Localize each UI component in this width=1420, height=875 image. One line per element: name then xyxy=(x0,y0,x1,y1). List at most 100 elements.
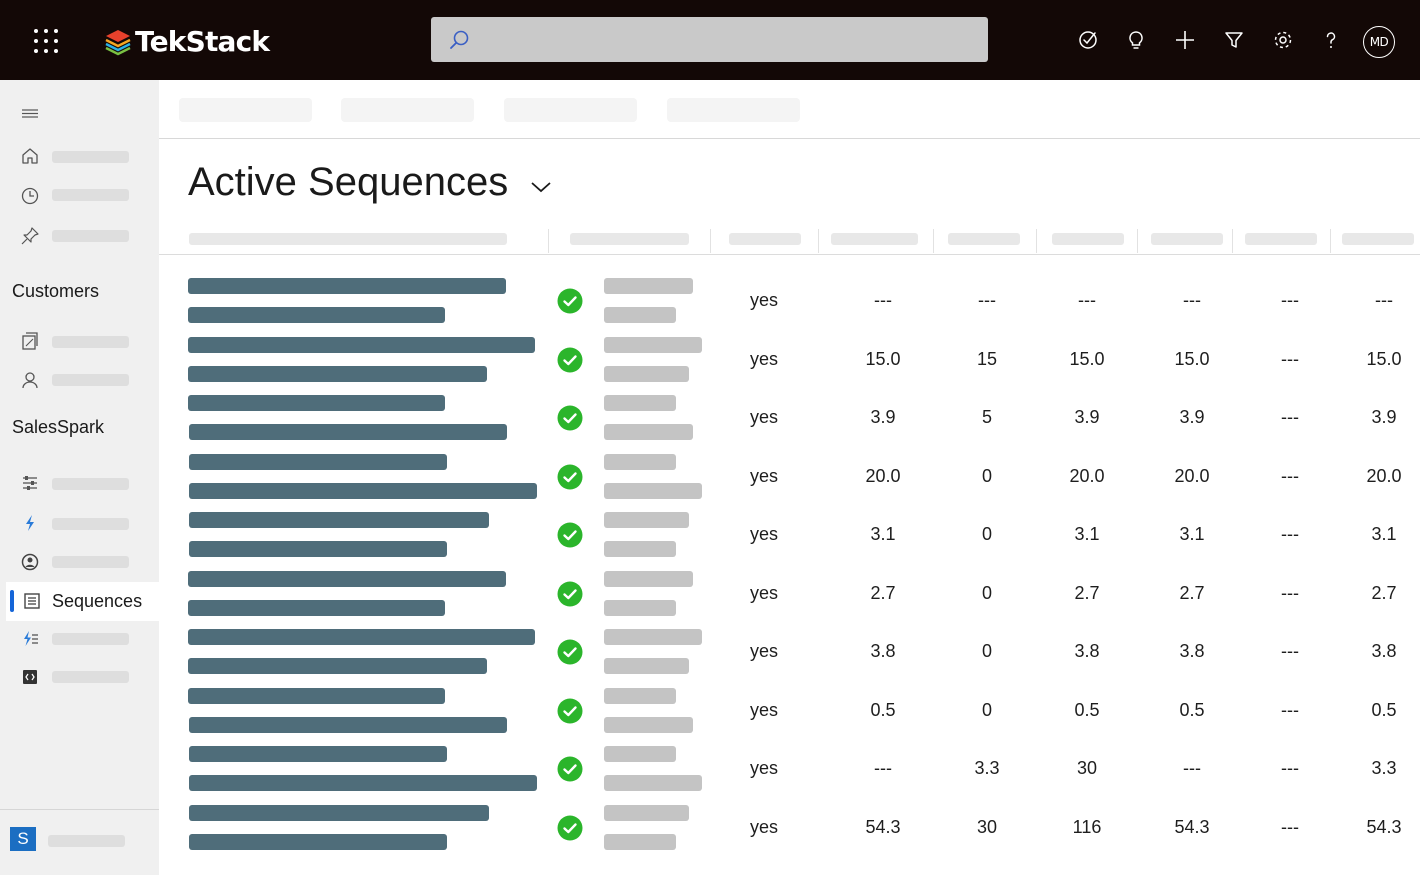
sequence-name-line[interactable] xyxy=(188,687,445,704)
cell-metric-5: --- xyxy=(1281,465,1299,486)
cell-metric-2: 3.3 xyxy=(974,758,1000,778)
cell-metric-3: --- xyxy=(1078,290,1096,310)
column-separator[interactable] xyxy=(1137,229,1138,253)
area-switcher-label[interactable] xyxy=(48,835,125,847)
area-switcher-badge[interactable]: S xyxy=(10,827,36,851)
column-header-metric-5[interactable] xyxy=(1245,233,1317,245)
cell-active: yes xyxy=(749,407,779,427)
command-button-1[interactable] xyxy=(179,98,312,122)
table-row[interactable]: yes 54.3 30 116 54.3 --- 54.3 xyxy=(159,798,1420,856)
status-text-line xyxy=(604,278,693,294)
waffle-icon[interactable] xyxy=(34,29,58,53)
sidebar-item-dashboard[interactable] xyxy=(52,478,129,490)
column-separator[interactable] xyxy=(548,229,549,253)
sequence-name-line[interactable] xyxy=(189,746,447,762)
sidebar-item-sequences[interactable]: Sequences xyxy=(6,582,159,621)
accounts-icon[interactable] xyxy=(20,331,40,351)
sequence-name-line[interactable] xyxy=(188,395,445,411)
command-bar xyxy=(159,80,1420,139)
command-button-3[interactable] xyxy=(504,98,637,122)
assistant-icon[interactable] xyxy=(1076,28,1100,52)
table-row[interactable]: yes 3.1 0 3.1 3.1 --- 3.1 xyxy=(159,505,1420,563)
filter-icon[interactable] xyxy=(1222,28,1246,52)
chevron-down-icon[interactable] xyxy=(530,180,552,194)
app-logo[interactable]: TekStack xyxy=(103,24,270,58)
column-header-metric-3[interactable] xyxy=(1052,233,1124,245)
cell-metric-4: 54.3 xyxy=(1174,816,1210,837)
table-row[interactable]: yes --- 3.3 30 --- --- 3.3 xyxy=(159,739,1420,797)
sequence-steps-icon[interactable] xyxy=(20,629,40,649)
column-header-name[interactable] xyxy=(189,233,507,245)
command-button-4[interactable] xyxy=(667,98,800,122)
column-separator[interactable] xyxy=(933,229,934,253)
cell-metric-2: 5 xyxy=(981,407,993,427)
sequence-name-line[interactable] xyxy=(189,453,447,470)
sidebar-item-profile[interactable] xyxy=(52,556,129,568)
column-header-metric-1[interactable] xyxy=(831,233,918,245)
sidebar-item-steps[interactable] xyxy=(52,633,129,645)
cell-active: yes xyxy=(749,348,779,369)
help-icon[interactable] xyxy=(1319,28,1343,52)
contacts-icon[interactable] xyxy=(20,370,40,390)
global-search[interactable] xyxy=(431,17,988,64)
cell-metric-4: 20.0 xyxy=(1174,465,1210,486)
sidebar-item-home[interactable] xyxy=(52,151,129,163)
sequence-name-line[interactable] xyxy=(188,629,535,645)
sidebar-item-spark[interactable] xyxy=(52,518,129,530)
sequence-owner-line xyxy=(188,658,487,674)
sequence-name-line[interactable] xyxy=(188,336,535,353)
sidebar-item-pinned[interactable] xyxy=(52,230,129,242)
recent-icon[interactable] xyxy=(20,186,40,206)
table-row[interactable]: yes 3.8 0 3.8 3.8 --- 3.8 xyxy=(159,622,1420,680)
table-row[interactable]: yes 2.7 0 2.7 2.7 --- 2.7 xyxy=(159,564,1420,622)
column-header-status[interactable] xyxy=(570,233,689,245)
sidebar-item-code[interactable] xyxy=(52,671,129,683)
status-check-icon xyxy=(557,464,583,489)
cell-metric-6: --- xyxy=(1375,290,1393,310)
sequence-name-line[interactable] xyxy=(188,570,506,587)
column-separator[interactable] xyxy=(710,229,711,253)
sequence-name-line[interactable] xyxy=(189,512,489,528)
lightbulb-icon[interactable] xyxy=(1124,28,1148,52)
sequence-name-line[interactable] xyxy=(188,278,506,294)
spark-icon[interactable] xyxy=(20,513,40,533)
sidebar-item-contacts[interactable] xyxy=(52,374,129,386)
column-header-metric-6[interactable] xyxy=(1342,233,1414,245)
table-row[interactable]: yes 20.0 0 20.0 20.0 --- 20.0 xyxy=(159,447,1420,505)
search-input[interactable] xyxy=(481,17,975,64)
user-circle-icon[interactable] xyxy=(20,552,40,572)
column-separator[interactable] xyxy=(1232,229,1233,253)
command-button-2[interactable] xyxy=(341,98,474,122)
plus-icon[interactable] xyxy=(1173,28,1197,52)
column-separator[interactable] xyxy=(818,229,819,253)
cell-metric-5: --- xyxy=(1281,524,1299,544)
column-header-metric-4[interactable] xyxy=(1151,233,1223,245)
column-header-metric-2[interactable] xyxy=(948,233,1020,245)
sidebar-item-accounts[interactable] xyxy=(52,336,129,348)
home-icon[interactable] xyxy=(20,146,40,166)
pin-icon[interactable] xyxy=(20,226,40,246)
sequence-owner-line xyxy=(189,775,537,791)
cell-metric-2: 0 xyxy=(981,641,993,661)
avatar[interactable]: MD xyxy=(1363,26,1395,58)
status-text-line xyxy=(604,424,693,440)
column-separator[interactable] xyxy=(1036,229,1037,253)
table-row[interactable]: yes 15.0 15 15.0 15.0 --- 15.0 xyxy=(159,330,1420,388)
sidebar-item-recent[interactable] xyxy=(52,189,129,201)
dashboard-icon[interactable] xyxy=(20,473,40,493)
gear-icon[interactable] xyxy=(1271,28,1295,52)
sequence-name-line[interactable] xyxy=(189,804,489,821)
column-separator[interactable] xyxy=(1330,229,1331,253)
search-icon xyxy=(450,30,469,49)
sequence-owner-line xyxy=(188,307,445,323)
table-row[interactable]: yes --- --- --- --- --- --- xyxy=(159,271,1420,329)
code-icon[interactable] xyxy=(20,667,40,687)
status-text-line xyxy=(604,307,676,323)
hamburger-icon[interactable] xyxy=(20,103,40,123)
column-header-active[interactable] xyxy=(729,233,801,245)
cell-metric-2: 15 xyxy=(976,348,998,369)
table-row[interactable]: yes 3.9 5 3.9 3.9 --- 3.9 xyxy=(159,388,1420,446)
sidebar-heading-customers: Customers xyxy=(12,281,100,301)
table-row[interactable]: yes 0.5 0 0.5 0.5 --- 0.5 xyxy=(159,681,1420,739)
view-title[interactable]: Active Sequences xyxy=(188,160,509,204)
